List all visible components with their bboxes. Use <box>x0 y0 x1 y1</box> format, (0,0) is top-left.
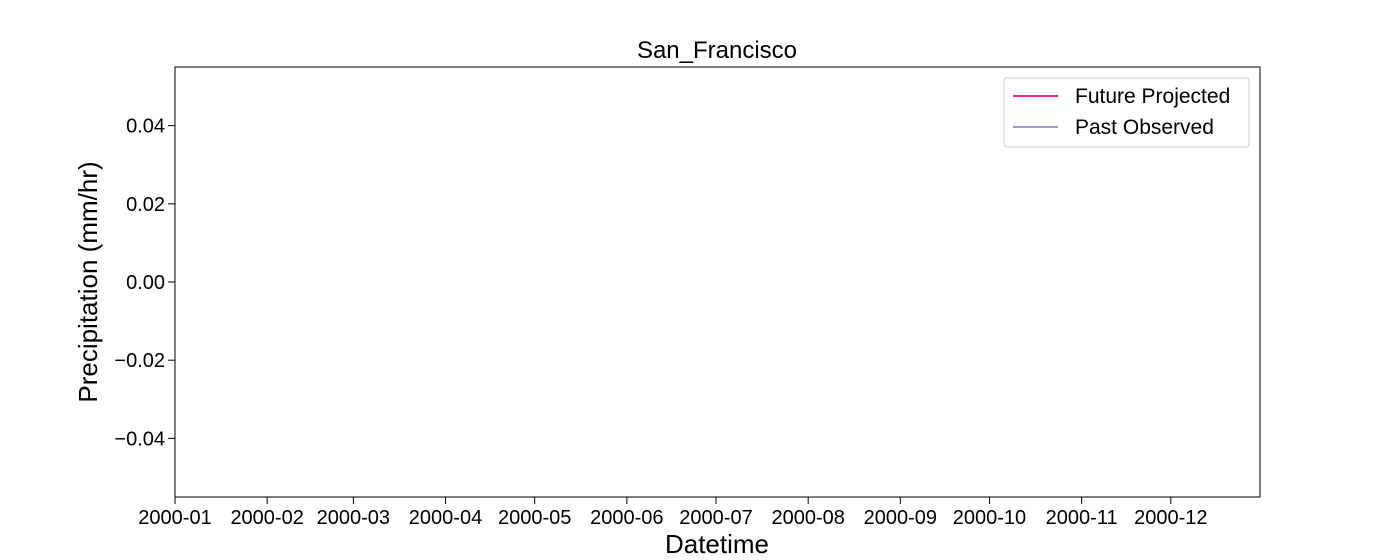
x-tick-label: 2000-03 <box>317 507 390 529</box>
y-tick-label: 0.02 <box>126 194 165 216</box>
x-tick-label: 2000-01 <box>138 507 211 529</box>
x-tick-label: 2000-06 <box>590 507 663 529</box>
x-axis: 2000-01 2000-02 2000-03 2000-04 2000-05 2000-… <box>138 497 1208 529</box>
y-tick-label: −0.02 <box>114 350 165 372</box>
y-tick-label: −0.04 <box>114 428 165 450</box>
y-axis-label: Precipitation (mm/hr) <box>73 161 103 402</box>
x-tick-label: 2000-04 <box>409 507 482 529</box>
x-tick-label: 2000-02 <box>230 507 303 529</box>
y-tick-label: 0.04 <box>126 116 165 138</box>
legend-label: Future Projected <box>1075 85 1230 108</box>
chart-title: San_Francisco <box>637 37 797 64</box>
x-tick-label: 2000-08 <box>771 507 844 529</box>
x-axis-label: Datetime <box>665 529 769 559</box>
x-tick-label: 2000-11 <box>1046 507 1118 529</box>
legend-label: Past Observed <box>1075 116 1214 139</box>
y-tick-label: 0.00 <box>126 272 165 294</box>
x-tick-label: 2000-12 <box>1134 507 1207 529</box>
x-tick-label: 2000-09 <box>864 507 937 529</box>
legend: Future Projected Past Observed <box>1003 77 1250 148</box>
y-axis: 0.04 0.02 0.00 −0.02 −0.04 <box>114 116 175 450</box>
x-tick-label: 2000-05 <box>498 507 571 529</box>
legend-box <box>1003 77 1250 148</box>
x-tick-label: 2000-10 <box>953 507 1026 529</box>
x-tick-label: 2000-07 <box>679 507 752 529</box>
